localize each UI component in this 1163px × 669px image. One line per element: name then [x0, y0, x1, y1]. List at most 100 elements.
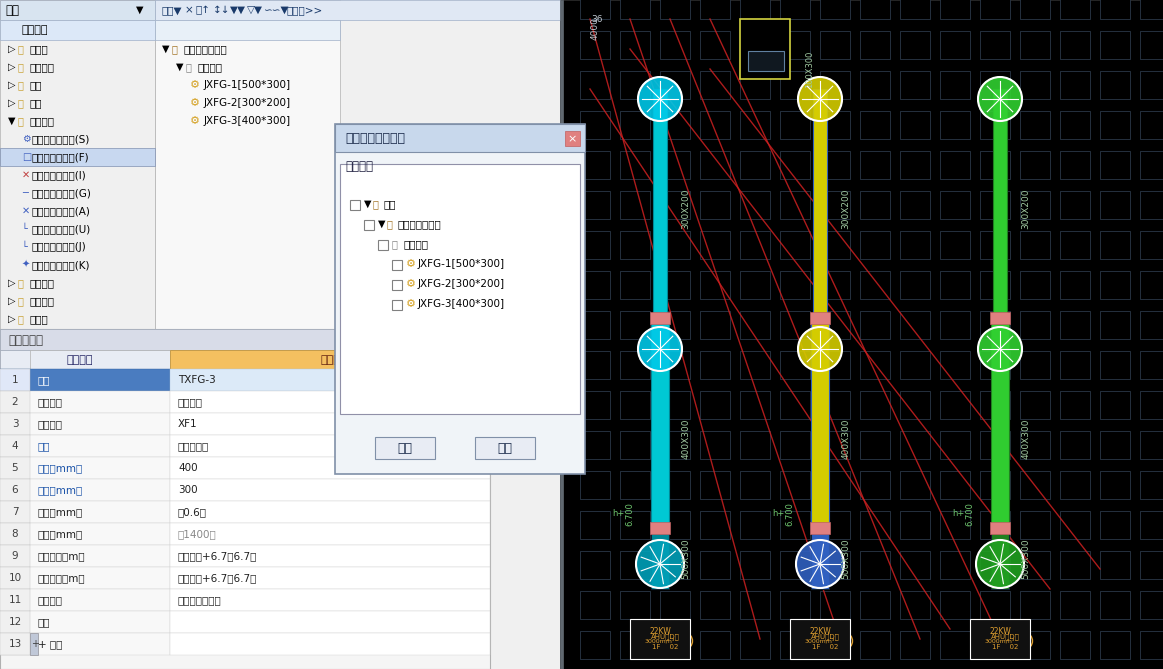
Text: 薄钢板风管: 薄钢板风管	[178, 441, 209, 451]
Bar	[378, 240, 388, 250]
Bar	[859, 0, 890, 19]
Bar	[659, 631, 690, 659]
Text: 层底标高+6.7（6.7）: 层底标高+6.7（6.7）	[178, 551, 257, 561]
Text: 通风空调: 通风空调	[30, 116, 55, 126]
Bar	[620, 151, 650, 179]
Bar	[350, 200, 361, 210]
Bar	[1059, 311, 1090, 339]
Bar	[0, 523, 170, 545]
Bar	[651, 524, 669, 589]
Bar	[0, 589, 30, 611]
Text: 6.700: 6.700	[785, 502, 794, 526]
Bar	[900, 391, 930, 419]
Bar	[0, 457, 170, 479]
Text: 8: 8	[12, 529, 19, 539]
Bar	[1100, 151, 1130, 179]
Bar	[1020, 71, 1050, 99]
Bar	[1140, 471, 1163, 499]
Bar	[900, 151, 930, 179]
Bar	[980, 71, 1009, 99]
Bar	[620, 631, 650, 659]
Bar	[859, 271, 890, 299]
Bar	[980, 351, 1009, 379]
Text: 📁: 📁	[17, 98, 24, 108]
Bar	[940, 551, 970, 579]
Bar	[740, 191, 770, 219]
Text: ▼: ▼	[136, 5, 144, 15]
Bar	[0, 391, 30, 413]
Text: ▽▼: ▽▼	[247, 5, 263, 15]
Bar	[859, 231, 890, 259]
Bar	[0, 567, 170, 589]
Bar	[940, 271, 970, 299]
Text: JXFG-2[300*200]: JXFG-2[300*200]	[204, 98, 291, 108]
Bar	[659, 311, 690, 339]
Text: AHU（D）: AHU（D）	[650, 634, 679, 640]
Text: □: □	[22, 152, 31, 162]
Bar	[1140, 631, 1163, 659]
Bar	[170, 611, 490, 633]
Bar	[565, 131, 580, 146]
Text: 4: 4	[12, 441, 19, 451]
Bar	[900, 191, 930, 219]
Bar	[740, 591, 770, 619]
Text: JXFG-2[300*200]: JXFG-2[300*200]	[418, 279, 505, 289]
Bar	[580, 511, 611, 539]
Text: 📁: 📁	[17, 296, 24, 306]
Text: 📁: 📁	[17, 62, 24, 72]
Bar	[0, 369, 170, 391]
Bar	[859, 151, 890, 179]
Bar	[0, 369, 30, 391]
Text: 通风设备（通）(S): 通风设备（通）(S)	[33, 134, 91, 144]
Bar	[1020, 271, 1050, 299]
Text: JXFG-3[400*300]: JXFG-3[400*300]	[204, 116, 291, 126]
Bar	[0, 435, 170, 457]
Text: 22KW: 22KW	[989, 626, 1011, 636]
Bar	[0, 413, 170, 435]
Bar	[740, 631, 770, 659]
Bar	[1059, 0, 1090, 19]
Bar	[700, 431, 730, 459]
Text: 取消: 取消	[498, 442, 513, 454]
Bar	[820, 551, 850, 579]
Bar	[1020, 351, 1050, 379]
Text: 100X300: 100X300	[806, 50, 814, 88]
Bar	[659, 591, 690, 619]
Bar	[1020, 551, 1050, 579]
Bar	[990, 522, 1009, 534]
Bar	[659, 391, 690, 419]
Bar	[1020, 471, 1050, 499]
Text: ⚙: ⚙	[406, 299, 416, 309]
Bar	[170, 413, 490, 435]
Bar	[170, 391, 490, 413]
Text: 2: 2	[12, 397, 19, 407]
Text: 消防: 消防	[30, 98, 43, 108]
Bar	[700, 111, 730, 139]
Bar	[1100, 0, 1130, 19]
Bar	[1059, 71, 1090, 99]
Bar	[580, 231, 611, 259]
Bar	[700, 471, 730, 499]
Text: 构件库>>: 构件库>>	[286, 5, 323, 15]
Bar	[993, 89, 1007, 319]
Text: ⚙: ⚙	[190, 116, 200, 126]
Bar	[740, 311, 770, 339]
Text: 300: 300	[178, 485, 198, 495]
Bar	[1140, 511, 1163, 539]
Text: 新建▼: 新建▼	[162, 5, 183, 15]
Bar	[940, 0, 970, 19]
Text: ▼▼: ▼▼	[230, 5, 247, 15]
Text: 通风管道（通）: 通风管道（通）	[184, 44, 228, 54]
Bar	[859, 431, 890, 459]
Bar	[1140, 591, 1163, 619]
Text: 水管通头（通）(J): 水管通头（通）(J)	[33, 242, 87, 252]
Bar	[700, 311, 730, 339]
Text: 风管部件（通）(I): 风管部件（通）(I)	[33, 170, 87, 180]
Bar	[1020, 391, 1050, 419]
Text: 6: 6	[12, 485, 19, 495]
Bar	[659, 111, 690, 139]
Text: 400X300: 400X300	[842, 419, 850, 459]
Text: 400X300: 400X300	[682, 419, 691, 459]
Bar	[659, 151, 690, 179]
Bar	[170, 567, 490, 589]
